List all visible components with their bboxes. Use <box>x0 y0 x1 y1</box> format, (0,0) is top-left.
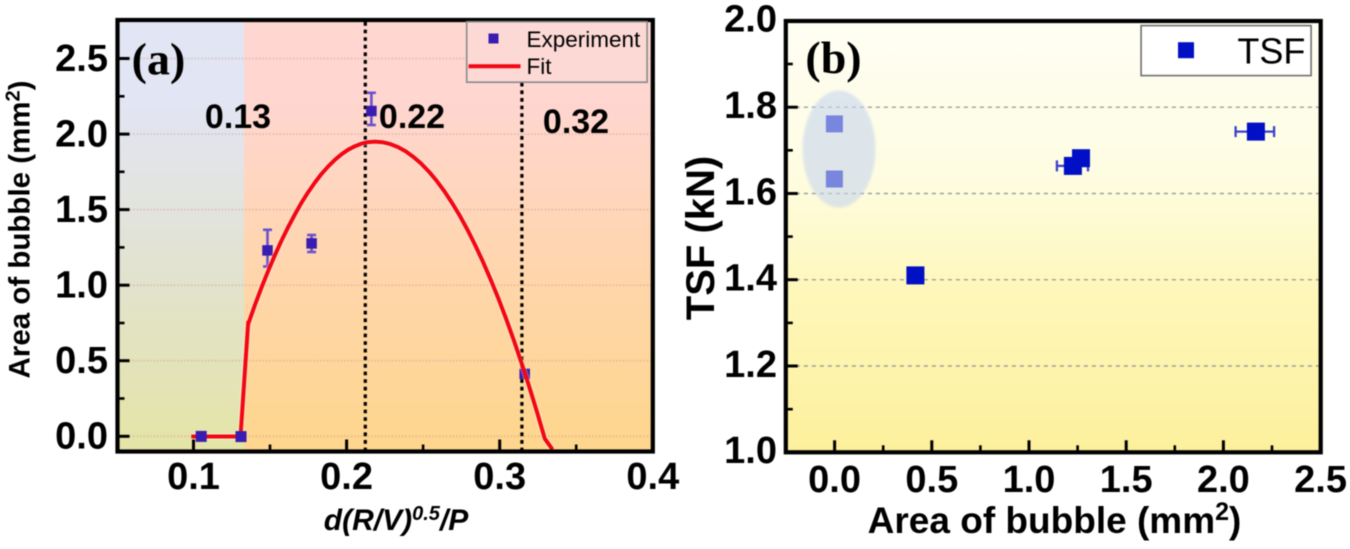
svg-text:0.1: 0.1 <box>167 456 220 498</box>
svg-text:(b): (b) <box>805 32 861 83</box>
svg-text:(a): (a) <box>132 34 186 85</box>
svg-text:2.5: 2.5 <box>55 38 108 80</box>
svg-text:1.4: 1.4 <box>724 258 777 300</box>
svg-text:0.0: 0.0 <box>55 416 108 458</box>
svg-text:Experiment: Experiment <box>527 27 642 52</box>
svg-text:0.4: 0.4 <box>626 456 679 498</box>
svg-text:0.22: 0.22 <box>379 98 445 136</box>
svg-text:Fit: Fit <box>527 54 553 79</box>
svg-text:0.32: 0.32 <box>543 103 609 141</box>
svg-text:Area of bubble (mm2): Area of bubble (mm2) <box>3 81 37 379</box>
svg-text:1.6: 1.6 <box>724 171 777 213</box>
svg-text:2.5: 2.5 <box>1294 459 1347 501</box>
svg-text:0.2: 0.2 <box>320 456 373 498</box>
svg-text:0.5: 0.5 <box>905 459 958 501</box>
svg-text:1.8: 1.8 <box>724 85 777 127</box>
svg-text:1.0: 1.0 <box>724 430 777 472</box>
svg-text:1.0: 1.0 <box>55 265 108 307</box>
svg-text:0.0: 0.0 <box>808 459 861 501</box>
svg-text:1.0: 1.0 <box>1003 459 1056 501</box>
svg-text:1.2: 1.2 <box>724 344 777 386</box>
svg-text:0.5: 0.5 <box>55 340 108 382</box>
svg-text:TSF: TSF <box>1237 31 1305 72</box>
svg-text:Area of bubble (mm2): Area of bubble (mm2) <box>868 498 1242 541</box>
svg-text:d(R/V)0.5/P: d(R/V)0.5/P <box>324 503 469 537</box>
svg-text:2.0: 2.0 <box>724 0 777 41</box>
svg-text:1.5: 1.5 <box>55 189 108 231</box>
svg-text:2.0: 2.0 <box>55 113 108 155</box>
svg-text:2.0: 2.0 <box>1197 459 1250 501</box>
svg-text:0.13: 0.13 <box>205 98 271 136</box>
svg-text:0.3: 0.3 <box>473 456 526 498</box>
svg-text:TSF (kN): TSF (kN) <box>679 156 723 320</box>
svg-text:1.5: 1.5 <box>1100 459 1153 501</box>
